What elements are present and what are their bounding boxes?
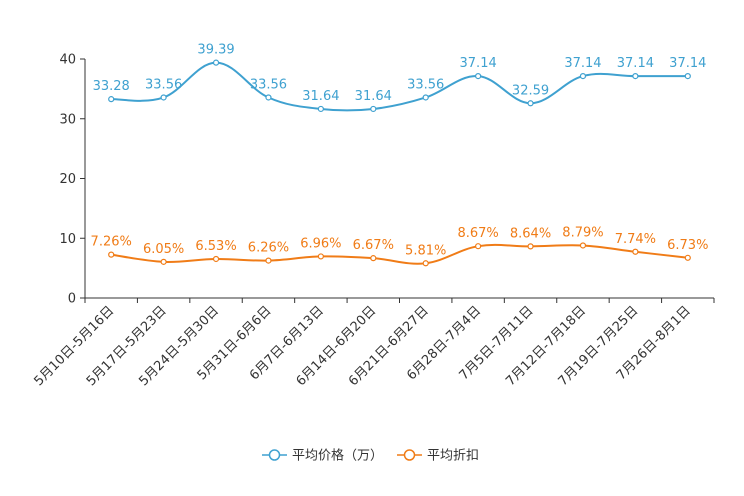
data-label: 37.14 xyxy=(669,56,706,71)
data-point[interactable] xyxy=(684,254,691,261)
data-label: 6.67% xyxy=(353,238,394,253)
data-label: 33.56 xyxy=(250,77,287,92)
data-point[interactable] xyxy=(160,94,167,101)
data-label: 6.05% xyxy=(143,242,184,257)
data-point[interactable] xyxy=(632,72,639,80)
data-label: 6.53% xyxy=(195,239,236,254)
legend-label: 平均价格（万） xyxy=(292,448,383,464)
data-point[interactable] xyxy=(108,251,115,258)
y-tick-label: 30 xyxy=(59,112,76,127)
data-label: 8.67% xyxy=(457,226,498,241)
data-label: 8.79% xyxy=(562,225,603,240)
data-label: 7.74% xyxy=(615,232,656,247)
legend-item[interactable]: 平均价格（万） xyxy=(262,448,383,464)
data-point[interactable] xyxy=(422,260,429,267)
data-point[interactable] xyxy=(579,242,587,249)
y-tick-label: 40 xyxy=(59,53,76,68)
data-point[interactable] xyxy=(684,72,691,80)
y-tick-label: 10 xyxy=(59,232,76,247)
x-axis: 5月10日-5月16日5月17日-5月23日5月24日-5月30日5月31日-6… xyxy=(31,297,715,389)
data-label: 31.64 xyxy=(302,89,339,104)
data-label: 37.14 xyxy=(460,56,497,71)
data-point[interactable] xyxy=(370,105,377,113)
data-point[interactable] xyxy=(527,100,534,107)
data-point[interactable] xyxy=(422,94,429,101)
legend-item[interactable]: 平均折扣 xyxy=(397,449,479,464)
legend[interactable]: 平均价格（万） 平均折扣 xyxy=(262,448,479,464)
data-label: 8.64% xyxy=(510,226,551,241)
data-label: 33.56 xyxy=(145,77,182,92)
data-point[interactable] xyxy=(317,105,324,113)
data-point[interactable] xyxy=(108,96,115,103)
data-label: 37.14 xyxy=(564,56,601,71)
data-point[interactable] xyxy=(265,94,272,101)
data-point[interactable] xyxy=(265,257,272,264)
legend-label: 平均折扣 xyxy=(427,449,479,464)
data-label: 37.14 xyxy=(617,56,654,71)
series-line xyxy=(111,243,688,265)
data-point[interactable] xyxy=(370,255,377,262)
data-label: 7.26% xyxy=(91,235,132,250)
data-point[interactable] xyxy=(632,248,639,255)
data-label: 6.26% xyxy=(248,241,289,256)
data-label: 33.28 xyxy=(93,79,130,94)
legend-marker xyxy=(268,449,281,461)
data-point[interactable] xyxy=(527,243,534,250)
data-label: 6.73% xyxy=(667,238,708,253)
data-point[interactable] xyxy=(579,72,587,80)
series-group: 33.28 33.56 39.39 33.56 31.64 31.64 33.56 37.14… xyxy=(91,43,708,267)
data-point[interactable] xyxy=(475,243,482,250)
data-point[interactable] xyxy=(212,59,220,66)
data-point[interactable] xyxy=(160,258,167,265)
data-label: 5.81% xyxy=(405,243,446,258)
y-tick-label: 20 xyxy=(59,172,76,187)
y-axis: 0 10 20 30 40 xyxy=(59,53,86,307)
data-label: 31.64 xyxy=(355,89,392,104)
y-tick-label: 0 xyxy=(68,292,76,307)
legend-marker xyxy=(403,449,416,461)
data-label: 39.39 xyxy=(197,43,234,58)
data-label: 6.96% xyxy=(300,236,341,251)
data-point[interactable] xyxy=(317,253,324,260)
data-point[interactable] xyxy=(212,255,220,263)
data-label: 33.56 xyxy=(407,77,444,92)
data-point[interactable] xyxy=(475,72,482,80)
data-label: 32.59 xyxy=(512,83,549,98)
